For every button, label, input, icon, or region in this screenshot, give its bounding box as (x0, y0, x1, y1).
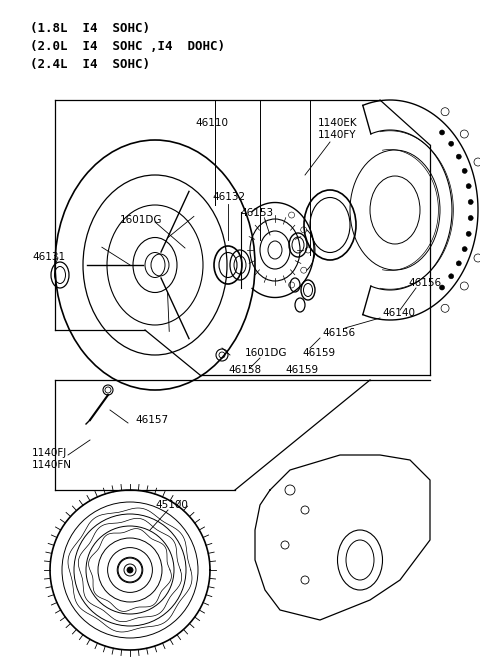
Circle shape (127, 567, 133, 573)
Circle shape (124, 564, 136, 576)
Text: 46156: 46156 (408, 278, 441, 288)
Text: 46157: 46157 (135, 415, 168, 425)
Text: 46159: 46159 (285, 365, 318, 375)
Circle shape (440, 130, 444, 135)
Circle shape (462, 168, 467, 173)
Circle shape (468, 215, 473, 221)
Text: (1.8L  I4  SOHC): (1.8L I4 SOHC) (30, 22, 150, 35)
Text: 46159: 46159 (302, 348, 335, 358)
Text: (2.0L  I4  SOHC ,I4  DOHC): (2.0L I4 SOHC ,I4 DOHC) (30, 40, 225, 53)
Circle shape (449, 141, 454, 147)
Circle shape (456, 154, 461, 159)
Text: 1140EK: 1140EK (318, 118, 358, 128)
Circle shape (449, 274, 454, 279)
Text: 45100: 45100 (155, 500, 188, 510)
Text: (2.4L  I4  SOHC): (2.4L I4 SOHC) (30, 58, 150, 71)
Circle shape (462, 246, 467, 252)
Circle shape (466, 231, 471, 237)
Text: 1140FN: 1140FN (32, 460, 72, 470)
Text: 1601DG: 1601DG (245, 348, 288, 358)
Circle shape (466, 184, 471, 189)
Text: 46131: 46131 (32, 252, 65, 262)
Text: 46132: 46132 (212, 192, 245, 202)
Text: 46153: 46153 (240, 208, 273, 218)
Text: 46140: 46140 (382, 308, 415, 318)
Text: 46156: 46156 (322, 328, 355, 338)
Circle shape (440, 285, 444, 290)
Text: 1140FJ: 1140FJ (32, 448, 67, 458)
Text: 1601DG: 1601DG (120, 215, 163, 225)
Circle shape (468, 200, 473, 204)
Text: 46110: 46110 (195, 118, 228, 128)
Text: 46158: 46158 (228, 365, 261, 375)
Text: 1140FY: 1140FY (318, 130, 357, 140)
Circle shape (456, 261, 461, 266)
